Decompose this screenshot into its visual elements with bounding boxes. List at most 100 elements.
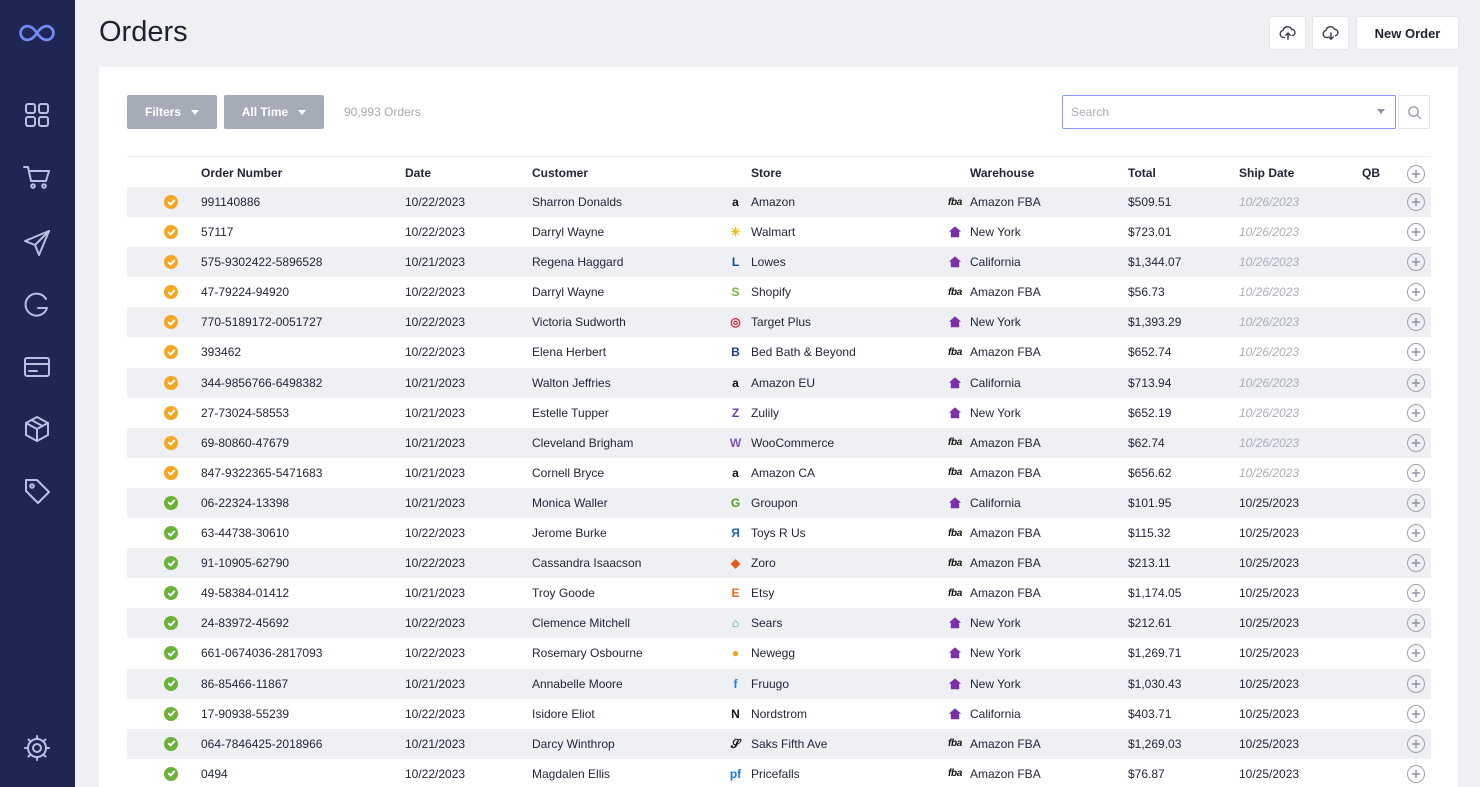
- add-to-qb-button[interactable]: [1407, 373, 1425, 392]
- g-icon[interactable]: [18, 286, 56, 324]
- order-number[interactable]: 991140886: [201, 195, 261, 209]
- order-total: $212.61: [1128, 616, 1172, 631]
- download-button[interactable]: [1312, 16, 1349, 50]
- table-row[interactable]: 63-44738-30610 10/22/2023 Jerome Burke Я Toy…: [127, 518, 1431, 548]
- order-number[interactable]: 86-85466-11867: [201, 676, 289, 691]
- order-number[interactable]: 06-22324-13398: [201, 495, 290, 510]
- column-date[interactable]: Date: [405, 166, 432, 180]
- add-to-qb-button[interactable]: [1407, 674, 1425, 693]
- order-number[interactable]: 344-9856766-6498382: [201, 375, 323, 390]
- add-to-qb-button[interactable]: [1407, 524, 1425, 543]
- cart-icon[interactable]: [18, 158, 56, 196]
- table-row[interactable]: 69-80860-47679 10/21/2023 Cleveland Brigha…: [127, 427, 1431, 458]
- upload-button[interactable]: [1269, 16, 1306, 50]
- add-to-qb-button[interactable]: [1407, 463, 1425, 482]
- chevron-down-icon[interactable]: [1377, 109, 1385, 114]
- ship-date: 10/25/2023: [1239, 736, 1300, 751]
- order-total: $1,269.71: [1128, 646, 1182, 661]
- order-number[interactable]: 393462: [201, 345, 242, 360]
- order-number[interactable]: 63-44738-30610: [201, 526, 290, 541]
- table-row[interactable]: 57117 10/22/2023 Darryl Wayne ✳ Walmart New Y…: [127, 217, 1431, 247]
- order-number[interactable]: 69-80860-47679: [201, 435, 290, 450]
- order-number[interactable]: 24-83972-45692: [201, 616, 290, 631]
- table-row[interactable]: 661-0674036-2817093 10/22/2023 Rosemary Os…: [127, 638, 1431, 668]
- time-range-button[interactable]: All Time: [224, 95, 324, 129]
- table-row[interactable]: 770-5189172-0051727 10/22/2023 Victoria Su…: [127, 307, 1431, 338]
- ship-date: 10/26/2023: [1239, 255, 1300, 270]
- search-box[interactable]: [1062, 95, 1396, 129]
- order-number[interactable]: 49-58384-01412: [201, 586, 290, 601]
- infinity-logo-icon[interactable]: [18, 14, 56, 52]
- column-customer[interactable]: Customer: [532, 166, 589, 180]
- ship-date: 10/25/2023: [1239, 616, 1300, 631]
- customer-name: Cleveland Brigham: [532, 435, 634, 450]
- filters-button[interactable]: Filters: [127, 95, 217, 129]
- order-number[interactable]: 91-10905-62790: [201, 556, 290, 571]
- table-row[interactable]: 0494 10/22/2023 Magdalen Ellis pf Pricefalls…: [127, 759, 1431, 787]
- table-row[interactable]: 27-73024-58553 10/21/2023 Estelle Tupper Z Z…: [127, 398, 1431, 428]
- grid-icon[interactable]: [18, 96, 56, 134]
- house-icon: [948, 707, 962, 719]
- table-row[interactable]: 064-7846425-2018966 10/21/2023 Darcy Winth…: [127, 728, 1431, 759]
- order-number[interactable]: 770-5189172-0051727: [201, 315, 323, 330]
- column-store[interactable]: Store: [751, 166, 782, 180]
- add-to-qb-button[interactable]: [1407, 493, 1425, 512]
- add-to-qb-button[interactable]: [1407, 313, 1425, 332]
- add-to-qb-button[interactable]: [1407, 704, 1425, 723]
- table-row[interactable]: 91-10905-62790 10/22/2023 Cassandra Isaacs…: [127, 548, 1431, 579]
- table-row[interactable]: 991140886 10/22/2023 Sharron Donalds a Amazo…: [127, 187, 1431, 218]
- column-ship-date[interactable]: Ship Date: [1239, 166, 1295, 180]
- add-to-qb-button[interactable]: [1407, 253, 1425, 272]
- table-row[interactable]: 86-85466-11867 10/21/2023 Annabelle Moore f…: [127, 668, 1431, 699]
- order-number[interactable]: 17-90938-55239: [201, 706, 290, 721]
- card-icon[interactable]: [18, 348, 56, 386]
- add-to-qb-button[interactable]: [1407, 223, 1425, 242]
- table-row[interactable]: 24-83972-45692 10/22/2023 Clemence Mitchel…: [127, 608, 1431, 639]
- new-order-button[interactable]: New Order: [1356, 16, 1459, 50]
- tag-icon[interactable]: [18, 472, 56, 510]
- add-to-qb-button[interactable]: [1407, 554, 1425, 573]
- table-row[interactable]: 49-58384-01412 10/21/2023 Troy Goode E Etsy f…: [127, 578, 1431, 608]
- add-to-qb-button[interactable]: [1407, 403, 1425, 422]
- add-to-qb-button[interactable]: [1407, 734, 1425, 753]
- box-icon[interactable]: [18, 410, 56, 448]
- column-order-number[interactable]: Order Number: [201, 166, 283, 180]
- warehouse-icon: [947, 375, 963, 391]
- order-number[interactable]: 847-9322365-5471683: [201, 465, 323, 480]
- column-warehouse[interactable]: Warehouse: [970, 166, 1035, 180]
- order-number[interactable]: 064-7846425-2018966: [201, 736, 323, 751]
- table-row[interactable]: 393462 10/22/2023 Elena Herbert B Bed Bath &…: [127, 337, 1431, 367]
- orders-panel: Filters All Time 90,993 Orders Order Num…: [99, 67, 1458, 787]
- table-row[interactable]: 17-90938-55239 10/22/2023 Isidore Eliot N No…: [127, 699, 1431, 729]
- store-logo-icon: ✳: [730, 225, 741, 240]
- table-row[interactable]: 47-79224-94920 10/22/2023 Darryl Wayne S Sho…: [127, 277, 1431, 307]
- search-button[interactable]: [1398, 95, 1430, 129]
- store-logo-icon: a: [732, 195, 739, 209]
- add-column-button[interactable]: [1407, 165, 1425, 183]
- search-input[interactable]: [1063, 96, 1353, 128]
- add-to-qb-button[interactable]: [1407, 283, 1425, 302]
- order-number[interactable]: 575-9302422-5896528: [201, 255, 323, 270]
- add-to-qb-button[interactable]: [1407, 644, 1425, 663]
- table-row[interactable]: 847-9322365-5471683 10/21/2023 Cornell Bry…: [127, 458, 1431, 488]
- add-to-qb-button[interactable]: [1407, 193, 1425, 211]
- gear-icon[interactable]: [18, 729, 56, 767]
- order-number[interactable]: 0494: [201, 766, 228, 781]
- send-icon[interactable]: [18, 224, 56, 262]
- add-to-qb-button[interactable]: [1407, 764, 1425, 783]
- column-qb[interactable]: QB: [1362, 166, 1380, 180]
- order-date: 10/21/2023: [405, 495, 466, 510]
- order-number[interactable]: 57117: [201, 225, 234, 240]
- add-to-qb-button[interactable]: [1407, 614, 1425, 633]
- order-number[interactable]: 661-0674036-2817093: [201, 646, 323, 661]
- add-to-qb-button[interactable]: [1407, 343, 1425, 362]
- table-row[interactable]: 344-9856766-6498382 10/21/2023 Walton Jeff…: [127, 367, 1431, 398]
- table-row[interactable]: 06-22324-13398 10/21/2023 Monica Waller G Gr…: [127, 487, 1431, 519]
- add-to-qb-button[interactable]: [1407, 584, 1425, 603]
- table-row[interactable]: 575-9302422-5896528 10/21/2023 Regena Hagg…: [127, 247, 1431, 278]
- warehouse-name: California: [970, 375, 1021, 390]
- order-number[interactable]: 27-73024-58553: [201, 405, 290, 420]
- order-number[interactable]: 47-79224-94920: [201, 285, 290, 300]
- column-total[interactable]: Total: [1128, 166, 1156, 180]
- add-to-qb-button[interactable]: [1407, 433, 1425, 452]
